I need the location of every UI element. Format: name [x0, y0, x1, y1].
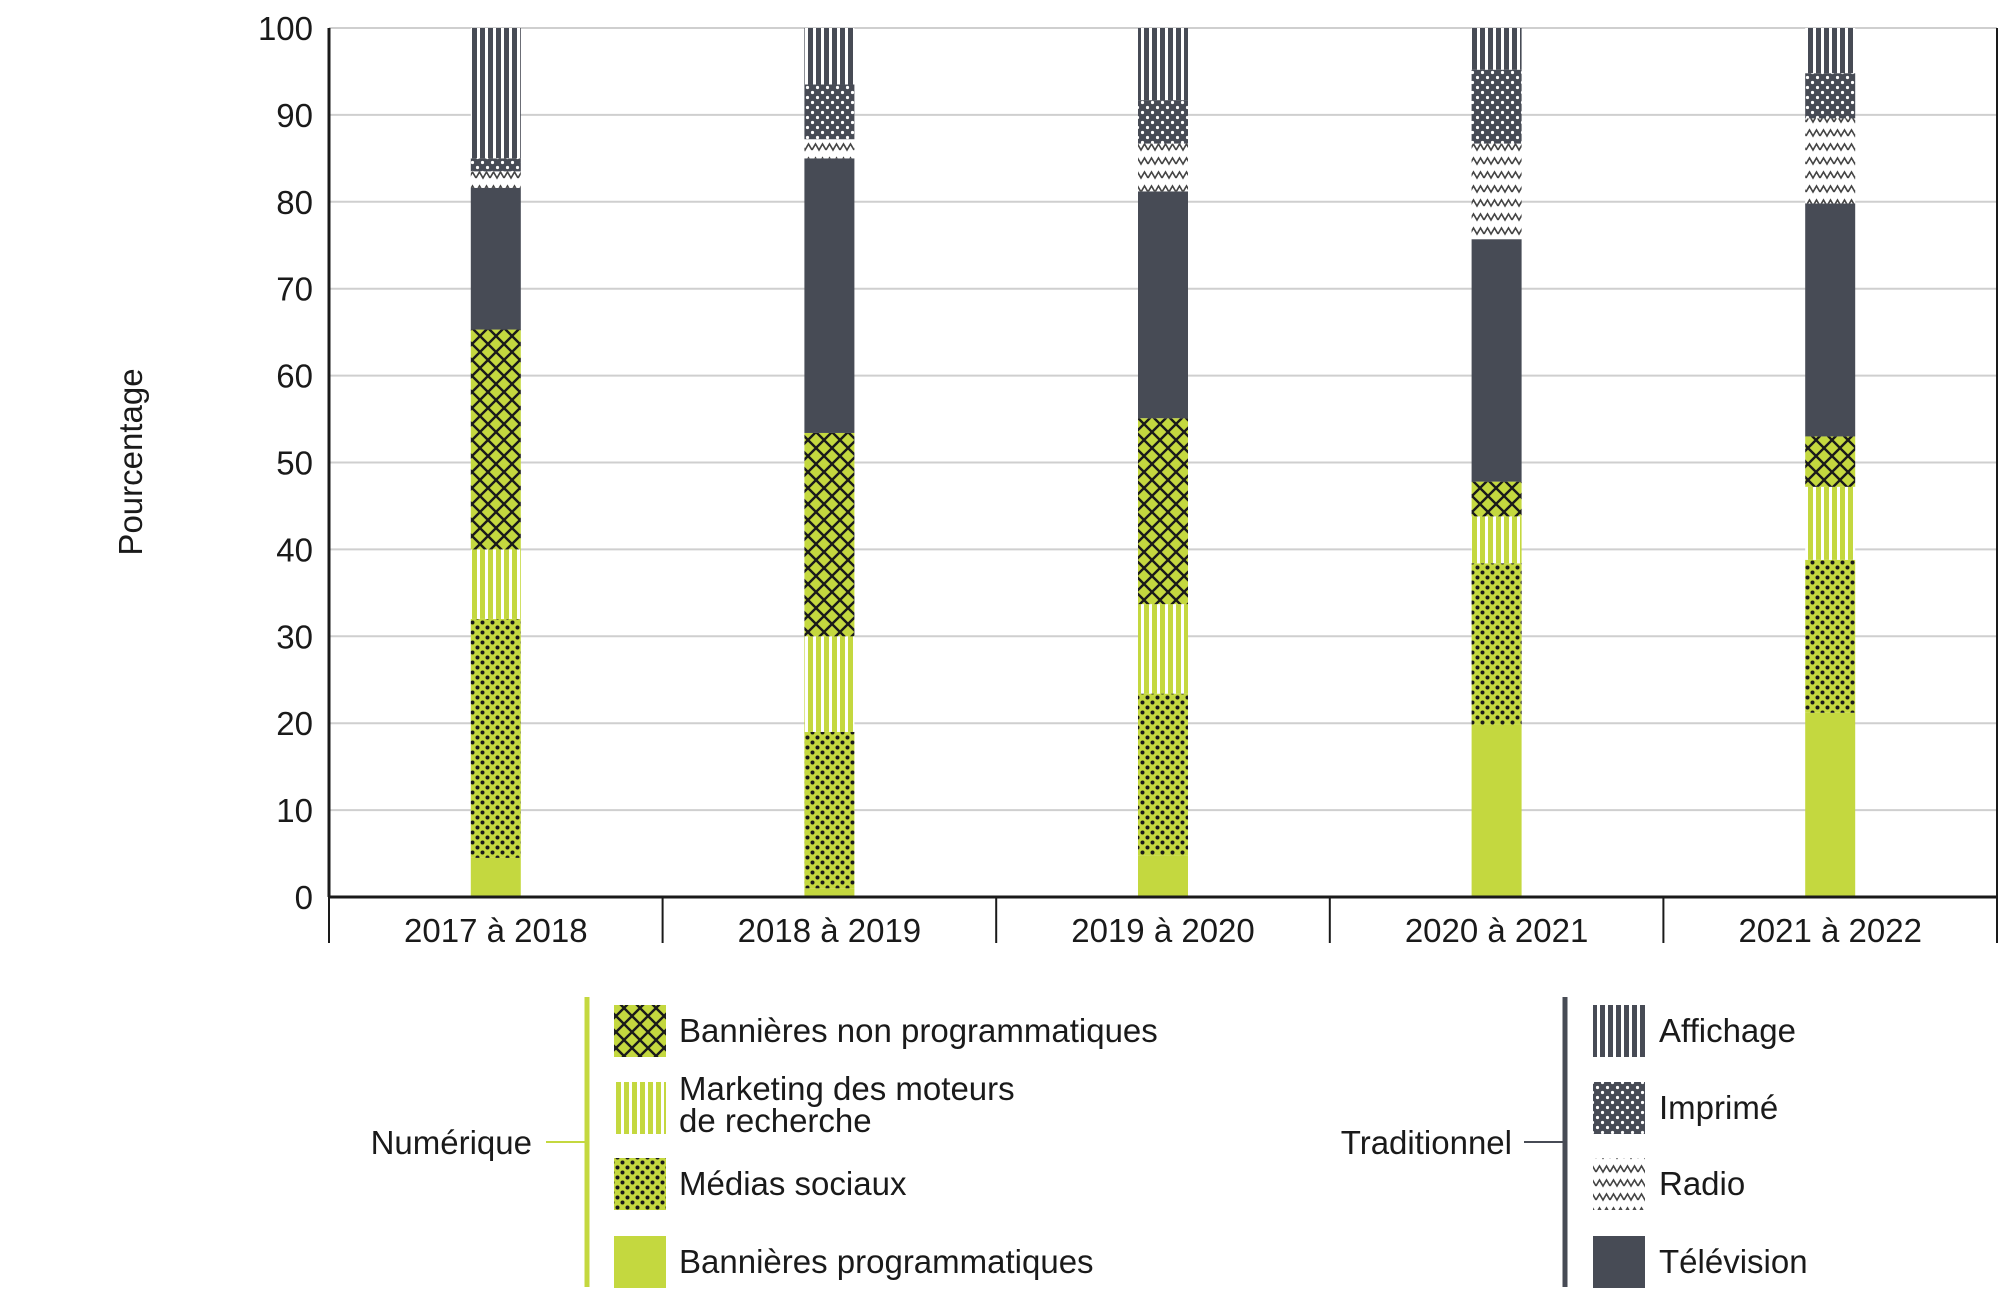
bar-segment-marketing-des-moteurs-de-recherche [470, 549, 521, 619]
legend-swatch-affichage [1593, 1005, 1645, 1057]
legend-swatch-marketing-des-moteurs-de-recherche [614, 1082, 666, 1134]
y-tick-label: 40 [276, 531, 313, 568]
y-tick-label: 80 [276, 184, 313, 221]
y-tick-label: 70 [276, 271, 313, 308]
x-tick-label: 2021 à 2022 [1738, 912, 1922, 949]
bar-segment-radio [1805, 118, 1856, 204]
y-tick-label: 100 [258, 10, 313, 47]
legend: Numérique Bannières non programmatiques Ma… [371, 997, 1808, 1288]
bar-segment-medias-sociaux [1138, 693, 1188, 856]
y-tick-label: 90 [276, 97, 313, 134]
bar-segment-affichage [1138, 28, 1188, 101]
y-tick-label: 20 [276, 705, 313, 742]
y-tick-label: 30 [276, 618, 313, 655]
x-tick-label: 2020 à 2021 [1405, 912, 1589, 949]
bar-segment-marketing-des-moteurs-de-recherche [1805, 486, 1856, 560]
bar-segment-marketing-des-moteurs-de-recherche [1138, 604, 1188, 694]
bar-segment-bannieres-non-programmatiques [1138, 418, 1188, 605]
bar-segment-bannieres-programmatiques [1471, 724, 1522, 897]
bar-segment-bannieres-programmatiques [1138, 855, 1188, 897]
bar-segment-imprime [1805, 73, 1856, 119]
y-tick-label: 60 [276, 358, 313, 395]
axes: 0 10 20 30 40 50 60 70 80 90 100 2017 à 2018 2018 à … [112, 10, 1998, 949]
bar-segment-affichage [1471, 28, 1522, 70]
bar-segment-medias-sociaux [1805, 559, 1856, 713]
x-tick-label: 2017 à 2018 [404, 912, 588, 949]
y-tick-label: 50 [276, 445, 313, 482]
bar-segment-television [1471, 239, 1522, 482]
bar-segment-radio [804, 139, 855, 159]
bar-segment-medias-sociaux [470, 618, 521, 858]
bar-segment-marketing-des-moteurs-de-recherche [804, 636, 855, 732]
bar-segment-medias-sociaux [1471, 563, 1522, 725]
bar-segment-television [1805, 203, 1856, 437]
legend-swatch-television [1593, 1236, 1645, 1288]
legend-label-radio: Radio [1659, 1165, 1745, 1202]
bar-segment-bannieres-non-programmatiques [1805, 436, 1856, 487]
legend-label-imprime: Imprimé [1659, 1089, 1778, 1126]
legend-label-bannieres-non-programmatiques: Bannières non programmatiques [679, 1012, 1158, 1049]
bar-segment-bannieres-programmatiques [470, 857, 521, 897]
x-tick-label: 2019 à 2020 [1071, 912, 1255, 949]
legend-swatch-radio [1593, 1158, 1645, 1210]
bar-segment-imprime [1138, 100, 1188, 144]
legend-group-label: Numérique [371, 1124, 532, 1161]
bar-segment-affichage [1805, 28, 1856, 74]
legend-swatch-bannieres-non-programmatiques [614, 1005, 666, 1057]
legend-group-label: Traditionnel [1341, 1124, 1512, 1161]
legend-swatch-imprime [1593, 1082, 1645, 1134]
bar-segment-bannieres-non-programmatiques [804, 432, 855, 637]
bar-segment-bannieres-programmatiques [804, 888, 855, 897]
bar-segment-television [470, 187, 521, 330]
legend-swatch-medias-sociaux [614, 1158, 666, 1210]
x-tick-label: 2018 à 2019 [738, 912, 922, 949]
bars [470, 28, 1856, 897]
bar-segment-marketing-des-moteurs-de-recherche [1471, 516, 1522, 564]
legend-swatch-bannieres-programmatiques [614, 1236, 666, 1288]
bar-segment-affichage [804, 28, 855, 85]
bar-segment-imprime [804, 84, 855, 140]
bar-segment-medias-sociaux [804, 731, 855, 889]
legend-label-television: Télévision [1659, 1243, 1808, 1280]
y-tick-label: 0 [295, 879, 313, 916]
bar-segment-television [1138, 191, 1188, 419]
bar-segment-television [804, 158, 855, 433]
y-axis-label: Pourcentage [112, 368, 149, 555]
legend-label-affichage: Affichage [1659, 1012, 1796, 1049]
bar-segment-bannieres-non-programmatiques [1471, 481, 1522, 517]
bar-segment-imprime [1471, 69, 1522, 144]
bar-segment-radio [1471, 143, 1522, 240]
bar-segment-imprime [470, 158, 521, 172]
y-tick-label: 10 [276, 792, 313, 829]
bar-segment-bannieres-programmatiques [1805, 712, 1856, 897]
bar-segment-radio [470, 171, 521, 188]
legend-label-medias-sociaux: Médias sociaux [679, 1165, 907, 1202]
bar-segment-bannieres-non-programmatiques [470, 329, 521, 550]
bar-segment-affichage [470, 28, 521, 159]
legend-label-bannieres-programmatiques: Bannières programmatiques [679, 1243, 1094, 1280]
legend-label-marketing-des-moteurs-de-recherche: Marketing des moteurs de recherche [679, 1070, 1015, 1139]
bar-segment-radio [1138, 143, 1188, 192]
